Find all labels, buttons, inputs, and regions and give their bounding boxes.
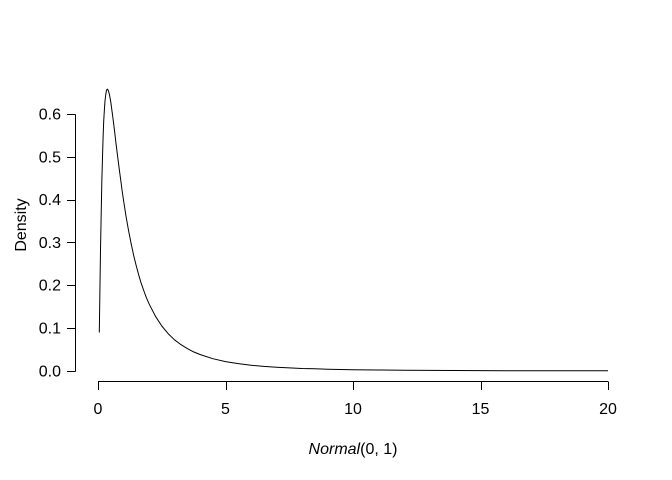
x-axis-title-distribution: Normal — [309, 441, 361, 458]
density-curve — [98, 88, 608, 372]
y-axis-title: Density — [13, 198, 30, 251]
x-tick-label: 0 — [94, 401, 103, 418]
y-tick-label: 0.3 — [39, 235, 61, 252]
y-tick-label: 0.1 — [39, 321, 61, 338]
x-axis-title: Normal(0, 1) — [309, 441, 398, 458]
tick-labels-group: 0 5 10 15 20 0.0 0.1 0.2 0.3 0.4 0.5 0.6 — [39, 106, 617, 418]
x-axis-title-parameters: (0, 1) — [360, 441, 397, 458]
x-tick-label: 10 — [344, 401, 362, 418]
y-tick-label: 0.6 — [39, 106, 61, 123]
x-tick-label: 15 — [472, 401, 490, 418]
x-tick-label: 20 — [599, 401, 617, 418]
curve-group — [98, 88, 608, 372]
x-tick-label: 5 — [221, 401, 230, 418]
y-tick-label: 0.2 — [39, 278, 61, 295]
y-tick-label: 0.4 — [39, 192, 61, 209]
y-tick-label: 0.5 — [39, 149, 61, 166]
y-tick-label: 0.0 — [39, 363, 61, 380]
axes-group — [67, 113, 610, 390]
